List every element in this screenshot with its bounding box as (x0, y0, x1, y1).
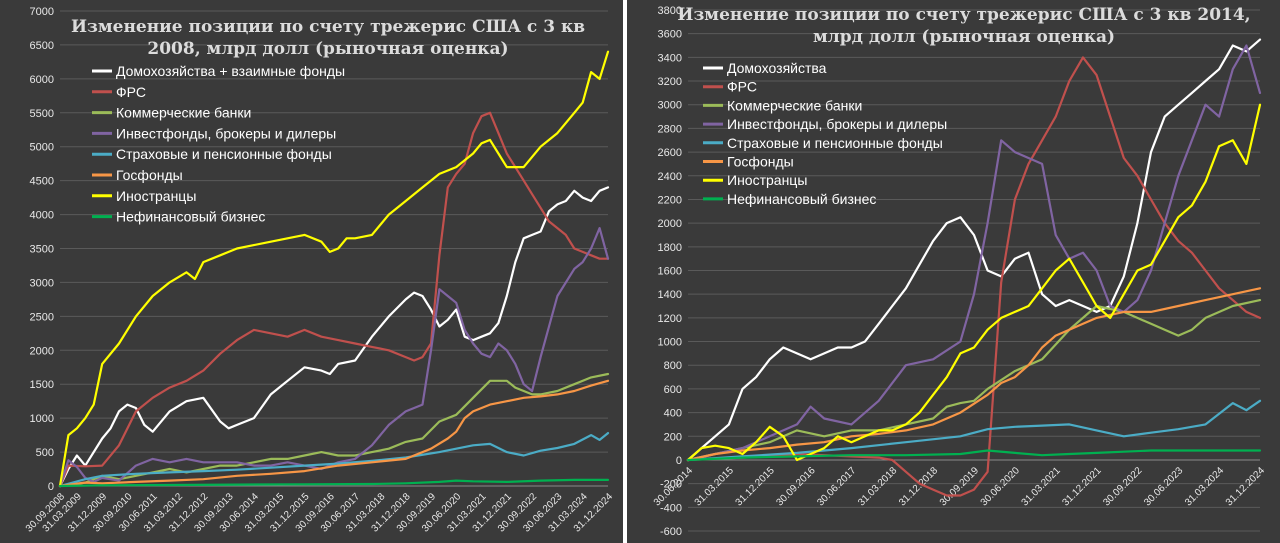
series-line-2 (58, 372, 610, 488)
series-line-3 (58, 227, 610, 488)
legend-label: Госфонды (116, 167, 183, 183)
y-tick-label: 3800 (658, 5, 682, 17)
y-tick-label: 1800 (658, 242, 682, 254)
series-line-2 (686, 299, 1262, 462)
x-tick-label: 31.03.2018 (856, 465, 899, 508)
y-tick-label: 600 (664, 384, 682, 396)
y-tick-label: 1400 (658, 289, 682, 301)
y-tick-label: 0 (48, 481, 54, 493)
x-tick-label: 31.12.2024 (1224, 465, 1267, 508)
x-tick-label: 31.12.2015 (734, 465, 777, 508)
y-tick-label: 4000 (30, 210, 54, 222)
series-line-3 (686, 44, 1262, 462)
x-tick-label: 31.03.2015 (693, 465, 736, 508)
y-tick-label: 2000 (658, 218, 682, 230)
x-tick-label: 31.12.2021 (1060, 465, 1103, 508)
chart-left-svg: 0 500 1000 1500 2000 2500 3000 3500 4000 4500 5000… (24, 6, 615, 534)
y-tick-label: 5000 (30, 142, 54, 154)
y-tick-label: 1200 (658, 313, 682, 325)
y-tick-label: 500 (36, 447, 54, 459)
legend-label: Иностранцы (116, 188, 196, 204)
x-tick-label: 31.03.2021 (1020, 465, 1063, 508)
series-line-0 (686, 38, 1262, 462)
legend-label: Домохозяйства (727, 60, 827, 76)
legend-label: Инвестфонды, брокеры и дилеры (727, 116, 947, 132)
y-tick-label: 3000 (658, 100, 682, 112)
legend-label: ФРС (116, 84, 146, 100)
y-tick-label: 3500 (30, 244, 54, 256)
legend-label: Страховые и пенсионные фонды (116, 146, 332, 162)
legend-label: Инвестфонды, брокеры и дилеры (116, 125, 336, 141)
y-tick-label: 2600 (658, 147, 682, 159)
y-tick-label: 2400 (658, 171, 682, 183)
series-line-1 (58, 111, 610, 488)
y-tick-label: 3200 (658, 76, 682, 88)
legend-label: Госфонды (727, 154, 794, 170)
x-tick-label: 30.06.2020 (979, 465, 1022, 508)
chart-title-line: Изменение позиции по счету трежерис США … (677, 5, 1250, 25)
series-line-6 (686, 103, 1262, 462)
y-tick-label: 3400 (658, 52, 682, 64)
y-tick-label: 200 (664, 431, 682, 443)
legend-label: Коммерческие банки (116, 105, 251, 121)
series-line-0 (58, 186, 610, 488)
y-tick-label: 6500 (30, 40, 54, 52)
y-tick-label: -400 (660, 502, 682, 514)
y-tick-label: -600 (660, 526, 682, 538)
x-tick-label: 30.09.2022 (1101, 465, 1144, 508)
x-tick-label: 31.03.2024 (1183, 465, 1226, 508)
y-tick-label: 2000 (30, 345, 54, 357)
series-line-4 (58, 432, 610, 488)
y-tick-label: 1000 (658, 337, 682, 349)
x-tick-label: 30.09.2016 (774, 465, 817, 508)
series-line-7 (58, 478, 610, 488)
y-tick-label: 5500 (30, 108, 54, 120)
chart-title-line: Изменение позиции по счету трежерис США … (71, 17, 585, 37)
y-tick-label: 6000 (30, 74, 54, 86)
y-tick-label: 800 (664, 360, 682, 372)
y-tick-label: 1500 (30, 379, 54, 391)
legend-label: Страховые и пенсионные фонды (727, 135, 943, 151)
legend-label: Коммерческие банки (727, 97, 862, 113)
x-tick-label: 31.12.2018 (897, 465, 940, 508)
chart-panel-right: -600 -400 -200 0 200 400 600 800 1000 1200 1400 160… (627, 0, 1280, 543)
y-tick-label: 3600 (658, 29, 682, 41)
legend-label: ФРС (727, 79, 757, 95)
legend-label: Домохозяйства + взаимные фонды (116, 63, 345, 79)
y-tick-label: 7000 (30, 6, 54, 18)
y-tick-label: 4500 (30, 176, 54, 188)
x-tick-label: 30.06.2023 (1142, 465, 1185, 508)
series-line-5 (58, 379, 610, 488)
chart-title-line: млрд долл (рыночная оценка) (813, 27, 1115, 47)
series-line-5 (686, 287, 1262, 462)
legend-label: Нефинансовый бизнес (116, 209, 265, 225)
y-tick-label: 400 (664, 408, 682, 420)
y-tick-label: 2200 (658, 194, 682, 206)
legend-label: Нефинансовый бизнес (727, 191, 876, 207)
y-tick-label: 1600 (658, 266, 682, 278)
chart-right-svg: -600 -400 -200 0 200 400 600 800 1000 1200 1400 160… (652, 5, 1267, 538)
y-tick-label: 3000 (30, 277, 54, 289)
y-tick-label: -200 (660, 479, 682, 491)
y-tick-label: 2800 (658, 123, 682, 135)
legend-label: Иностранцы (727, 172, 807, 188)
series-line-7 (686, 449, 1262, 462)
y-tick-label: 2500 (30, 311, 54, 323)
y-tick-label: 0 (676, 455, 682, 467)
y-tick-label: 1000 (30, 413, 54, 425)
chart-title-line: 2008, млрд долл (рыночная оценка) (147, 39, 508, 59)
x-tick-label: 30.06.2017 (815, 465, 858, 508)
chart-panel-left: 0 500 1000 1500 2000 2500 3000 3500 4000 4500 5000… (0, 0, 623, 543)
series-line-6 (58, 50, 610, 488)
series-line-4 (686, 399, 1262, 462)
